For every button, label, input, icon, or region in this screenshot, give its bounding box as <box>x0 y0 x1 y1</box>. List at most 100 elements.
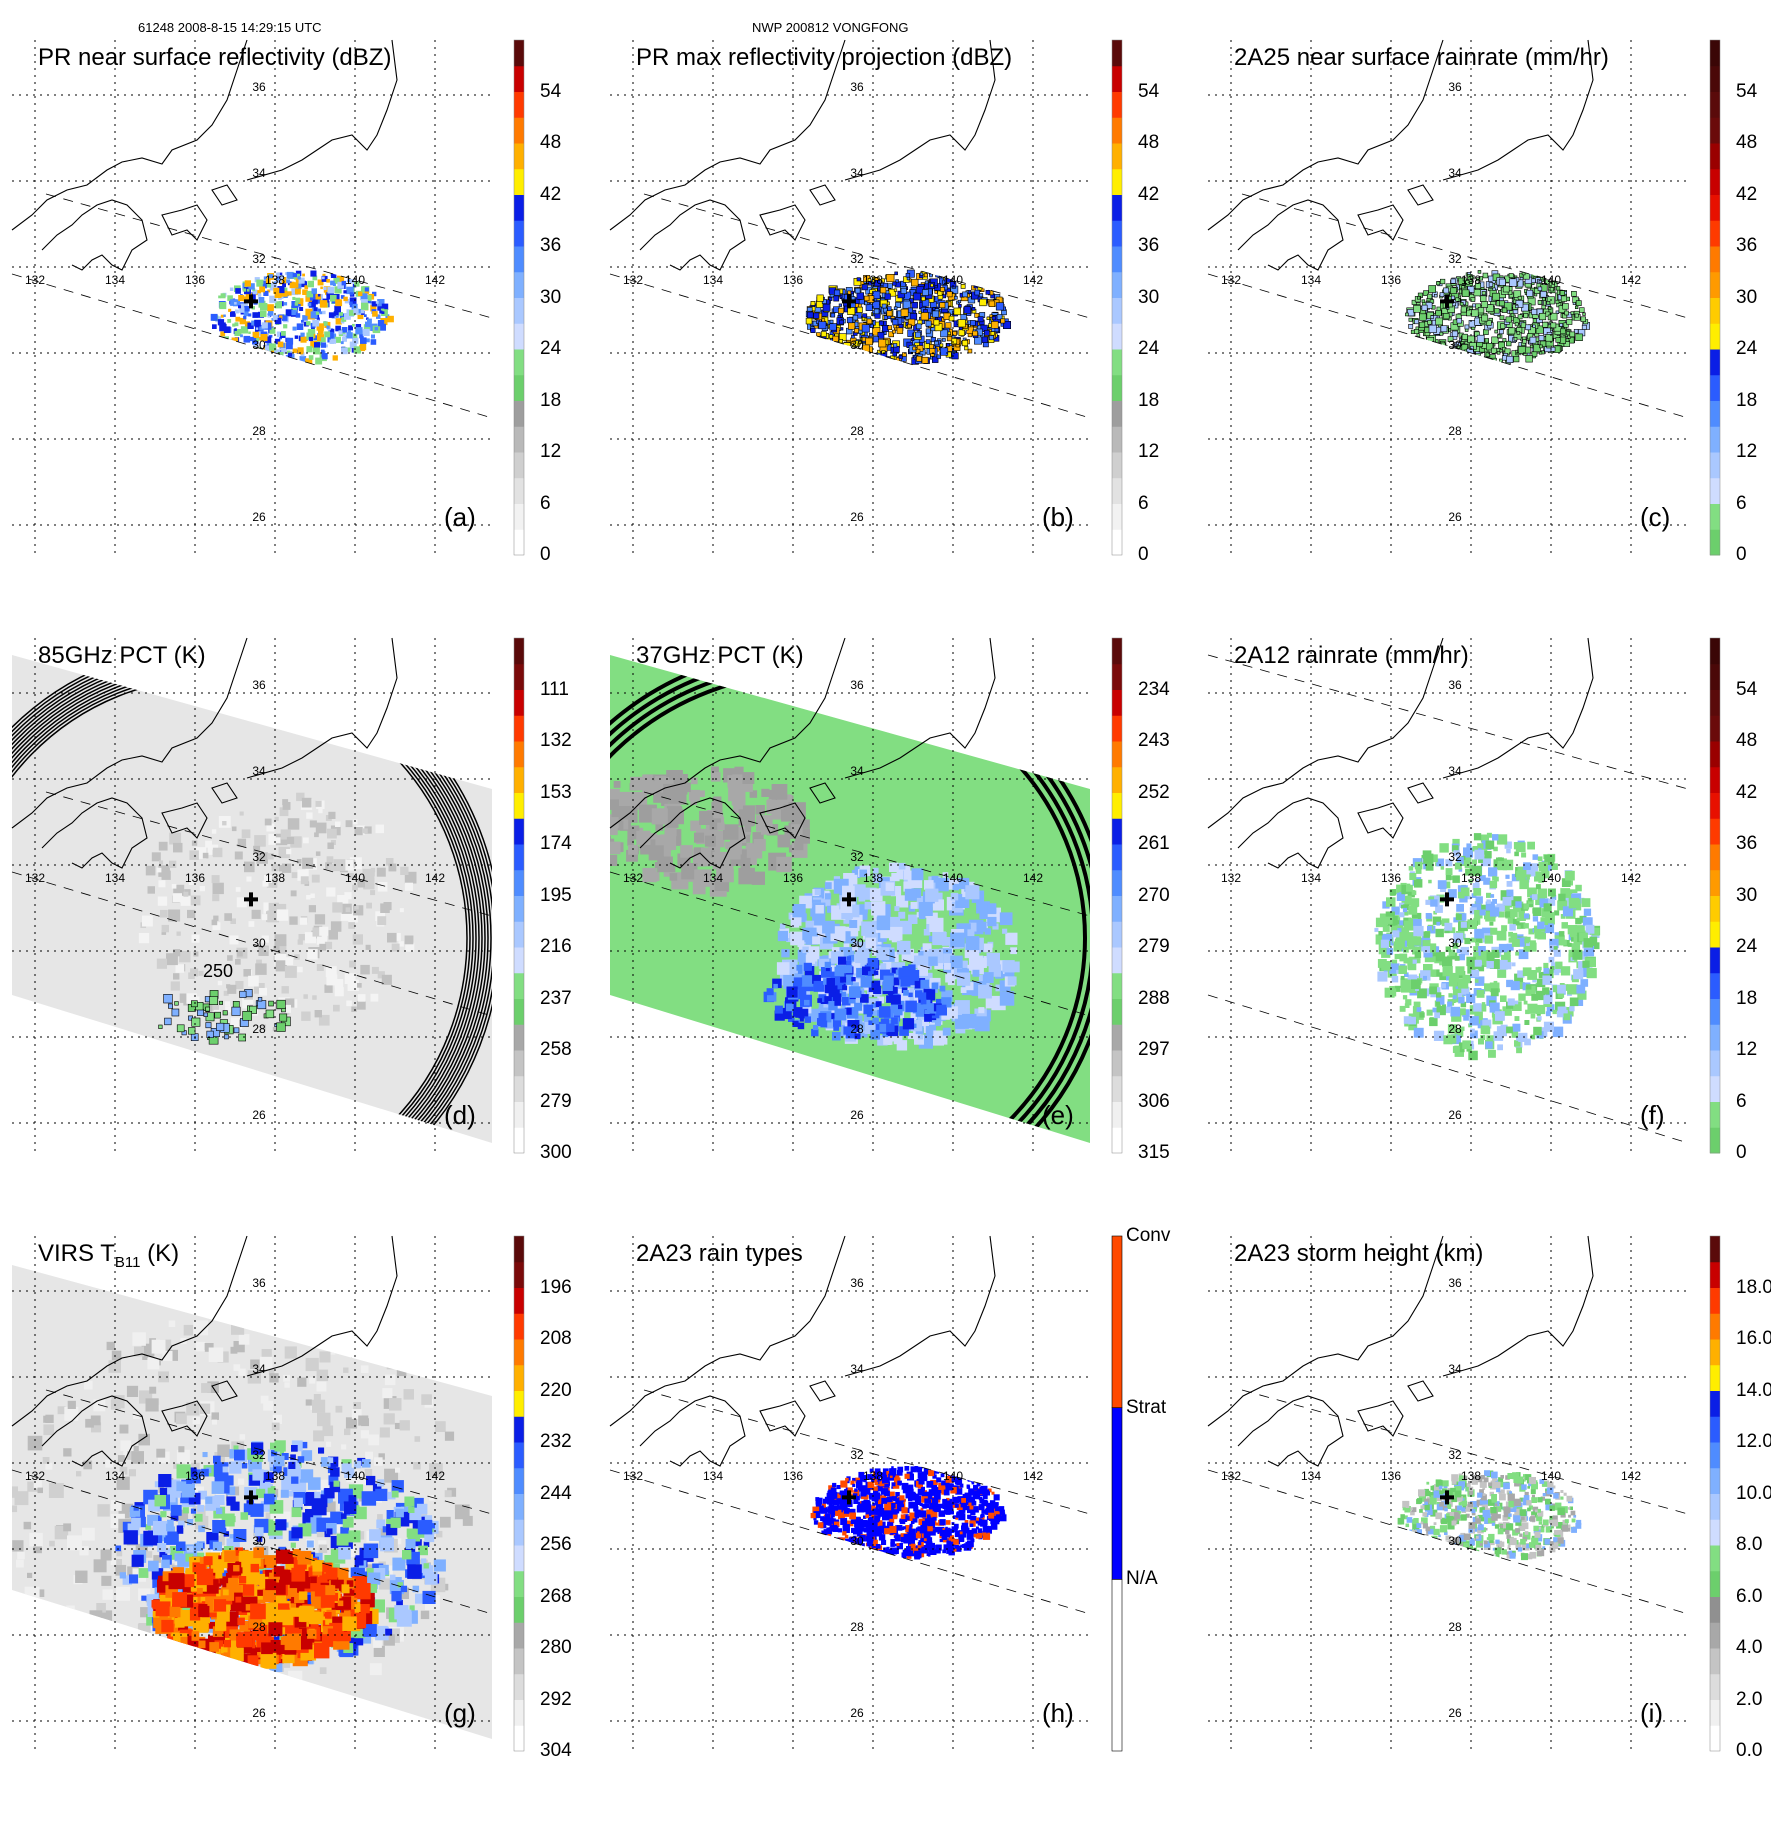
data-pixel <box>1566 332 1569 335</box>
data-pixel <box>861 921 876 936</box>
data-pixel <box>868 971 873 976</box>
data-pixel <box>303 838 309 844</box>
data-pixel <box>1575 314 1578 317</box>
colorbar-label: 258 <box>540 1039 572 1061</box>
colorbar-segment <box>514 818 524 844</box>
colorbar-segment <box>1112 375 1122 401</box>
data-pixel <box>1466 843 1471 848</box>
data-pixel <box>269 1001 274 1006</box>
panel-title-text: 2A12 rainrate (mm/hr) <box>1234 642 1469 669</box>
data-pixel <box>1524 913 1529 918</box>
data-pixel <box>101 1576 111 1586</box>
data-pixel <box>1533 325 1536 328</box>
colorbar-label: 0 <box>1736 544 1747 566</box>
lon-label: 142 <box>425 871 445 885</box>
data-pixel <box>921 297 925 301</box>
data-pixel <box>241 326 248 333</box>
data-pixel <box>619 792 633 806</box>
data-pixel <box>379 311 382 314</box>
data-pixel <box>1434 1012 1440 1018</box>
data-pixel <box>1001 319 1005 323</box>
data-pixel <box>1532 894 1538 900</box>
data-pixel <box>256 280 263 287</box>
colorbar-segment <box>514 767 524 793</box>
data-pixel <box>1440 332 1443 335</box>
data-pixel <box>893 320 898 325</box>
data-pixel <box>242 829 251 838</box>
data-pixel <box>1431 316 1434 319</box>
data-pixel <box>283 1688 297 1702</box>
data-pixel <box>184 1325 195 1336</box>
data-pixel <box>371 994 379 1002</box>
colorbar-segment <box>514 426 524 452</box>
lon-label: 134 <box>1301 273 1321 287</box>
data-pixel <box>200 886 205 891</box>
data-pixel <box>1414 1028 1424 1038</box>
data-pixel <box>973 331 978 336</box>
data-pixel <box>318 1448 324 1454</box>
data-pixel <box>1449 978 1458 987</box>
data-layer <box>1405 270 1589 364</box>
data-pixel <box>772 784 788 800</box>
colorbar-segment <box>1710 767 1720 793</box>
colorbar-segment <box>514 92 524 118</box>
data-pixel <box>177 1025 184 1032</box>
data-pixel <box>958 300 961 303</box>
swath-edge <box>46 194 492 318</box>
data-pixel <box>387 316 394 323</box>
data-pixel <box>828 338 831 341</box>
data-pixel <box>925 889 938 902</box>
data-pixel <box>277 1023 286 1032</box>
data-pixel <box>1502 308 1507 313</box>
data-pixel <box>158 897 167 906</box>
data-pixel <box>1457 318 1462 323</box>
data-pixel <box>1430 899 1437 906</box>
data-pixel <box>662 777 669 784</box>
colorbar-segment <box>1710 715 1720 741</box>
data-pixel <box>1002 929 1007 934</box>
data-pixel <box>1524 904 1530 910</box>
data-pixel <box>819 1013 827 1021</box>
data-pixel <box>235 288 241 294</box>
lat-label: 34 <box>252 764 266 778</box>
data-pixel <box>1515 323 1518 326</box>
lon-label: 142 <box>1023 871 1043 885</box>
data-pixel <box>1518 911 1524 917</box>
data-pixel <box>326 1442 331 1447</box>
data-pixel <box>316 823 327 834</box>
data-pixel <box>1481 358 1487 364</box>
data-pixel <box>1415 320 1419 324</box>
data-pixel <box>312 1400 325 1413</box>
data-pixel <box>415 1436 421 1442</box>
data-pixel <box>242 1463 248 1469</box>
data-pixel <box>310 271 316 277</box>
data-pixel <box>1492 899 1497 904</box>
data-pixel <box>240 334 243 337</box>
data-pixel <box>252 312 258 318</box>
data-pixel <box>293 327 297 331</box>
data-pixel <box>1461 922 1467 928</box>
data-pixel <box>159 842 168 851</box>
colorbar-segment <box>1112 638 1122 664</box>
colorbar-segment <box>1710 921 1720 947</box>
lat-label: 34 <box>252 166 266 180</box>
data-pixel <box>232 1007 240 1015</box>
panel-title: PR near surface reflectivity (dBZ) <box>38 44 391 72</box>
data-pixel <box>254 320 261 327</box>
data-pixel <box>321 337 326 342</box>
data-pixel <box>146 1398 159 1411</box>
data-pixel <box>1414 329 1418 333</box>
lat-label: 30 <box>850 338 864 352</box>
data-pixel <box>258 293 262 297</box>
colorbar-label: 0 <box>1736 1142 1747 1164</box>
data-pixel <box>371 335 375 339</box>
data-pixel <box>1581 317 1586 322</box>
data-pixel <box>830 320 833 323</box>
data-pixel <box>231 1322 244 1335</box>
colorbar-segment <box>1112 92 1122 118</box>
data-pixel <box>235 322 239 326</box>
data-pixel <box>874 971 879 976</box>
colorbar-segment <box>1112 66 1122 92</box>
colorbar-segment <box>514 220 524 246</box>
